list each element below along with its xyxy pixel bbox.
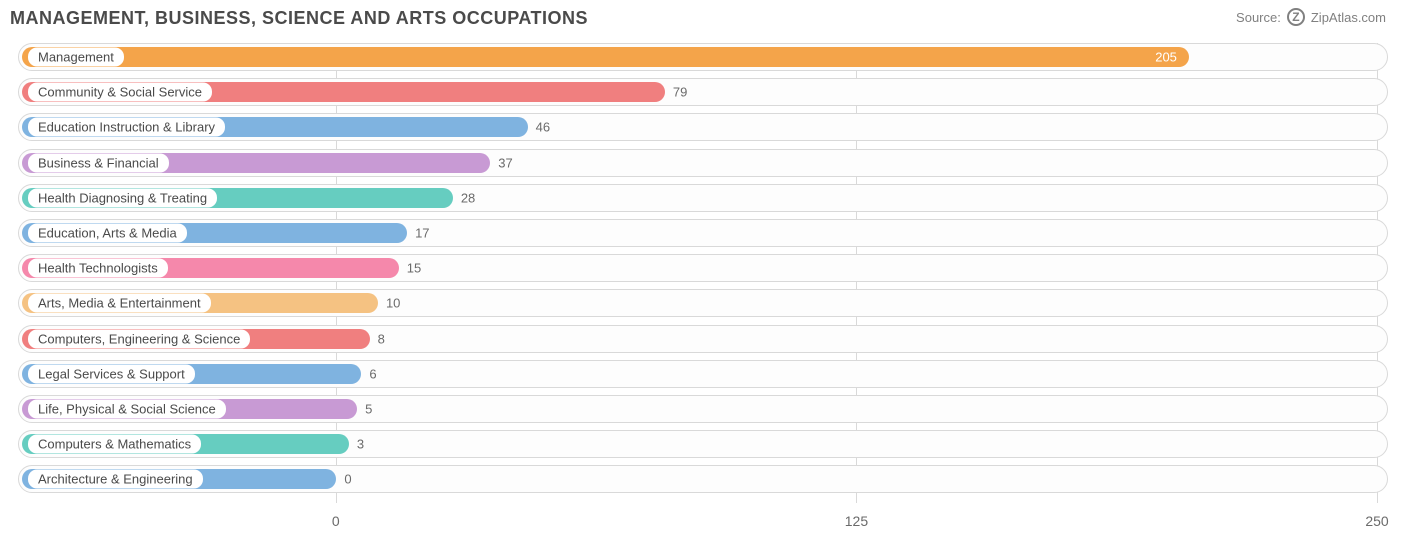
bar-row: Community & Social Service 79	[18, 78, 1388, 106]
bar-row: Health Diagnosing & Treating 28	[18, 184, 1388, 212]
bar-row: Health Technologists 15	[18, 254, 1388, 282]
bar-value: 3	[357, 437, 364, 452]
bar-label: Education Instruction & Library	[28, 118, 225, 137]
globe-icon: Z	[1287, 8, 1305, 26]
bar-value: 15	[407, 261, 421, 276]
bar-row: Computers & Mathematics 3	[18, 430, 1388, 458]
bar-value: 0	[344, 472, 351, 487]
bar-value: 205	[1155, 50, 1177, 65]
bar-fill	[22, 47, 1189, 67]
bar-value: 10	[386, 296, 400, 311]
chart-header: MANAGEMENT, BUSINESS, SCIENCE AND ARTS O…	[0, 0, 1406, 33]
x-tick-label: 0	[332, 513, 340, 529]
bar-label: Health Diagnosing & Treating	[28, 188, 217, 207]
source-name: ZipAtlas.com	[1311, 10, 1386, 25]
bar-value: 5	[365, 402, 372, 417]
bar-label: Computers, Engineering & Science	[28, 329, 250, 348]
bar-label: Education, Arts & Media	[28, 224, 187, 243]
bar-value: 79	[673, 85, 687, 100]
chart-area: Management 205 Community & Social Service 7…	[18, 43, 1388, 533]
bar-label: Life, Physical & Social Science	[28, 400, 226, 419]
bar-value: 6	[369, 366, 376, 381]
plot-region: Management 205 Community & Social Service 7…	[18, 43, 1388, 503]
bar-row: Arts, Media & Entertainment 10	[18, 289, 1388, 317]
x-axis: 0 125 250	[18, 509, 1388, 533]
bar-row: Life, Physical & Social Science 5	[18, 395, 1388, 423]
bar-value: 46	[536, 120, 550, 135]
x-tick-label: 125	[845, 513, 868, 529]
bar-label: Computers & Mathematics	[28, 435, 201, 454]
bar-label: Legal Services & Support	[28, 364, 195, 383]
bar-row: Education, Arts & Media 17	[18, 219, 1388, 247]
bar-value: 8	[378, 331, 385, 346]
bar-row: Education Instruction & Library 46	[18, 113, 1388, 141]
bar-row: Legal Services & Support 6	[18, 360, 1388, 388]
bar-value: 17	[415, 226, 429, 241]
x-tick-label: 250	[1365, 513, 1388, 529]
bar-row: Business & Financial 37	[18, 149, 1388, 177]
bar-label: Management	[28, 48, 124, 67]
bar-row: Management 205	[18, 43, 1388, 71]
bar-label: Arts, Media & Entertainment	[28, 294, 211, 313]
bar-row: Computers, Engineering & Science 8	[18, 325, 1388, 353]
bar-label: Architecture & Engineering	[28, 470, 203, 489]
chart-title: MANAGEMENT, BUSINESS, SCIENCE AND ARTS O…	[10, 8, 588, 29]
bar-label: Community & Social Service	[28, 83, 212, 102]
bar-row: Architecture & Engineering 0	[18, 465, 1388, 493]
source-label: Source:	[1236, 10, 1281, 25]
bar-label: Business & Financial	[28, 153, 169, 172]
bar-value: 37	[498, 155, 512, 170]
bar-label: Health Technologists	[28, 259, 168, 278]
bar-value: 28	[461, 190, 475, 205]
source-attribution: Source: Z ZipAtlas.com	[1236, 8, 1386, 26]
